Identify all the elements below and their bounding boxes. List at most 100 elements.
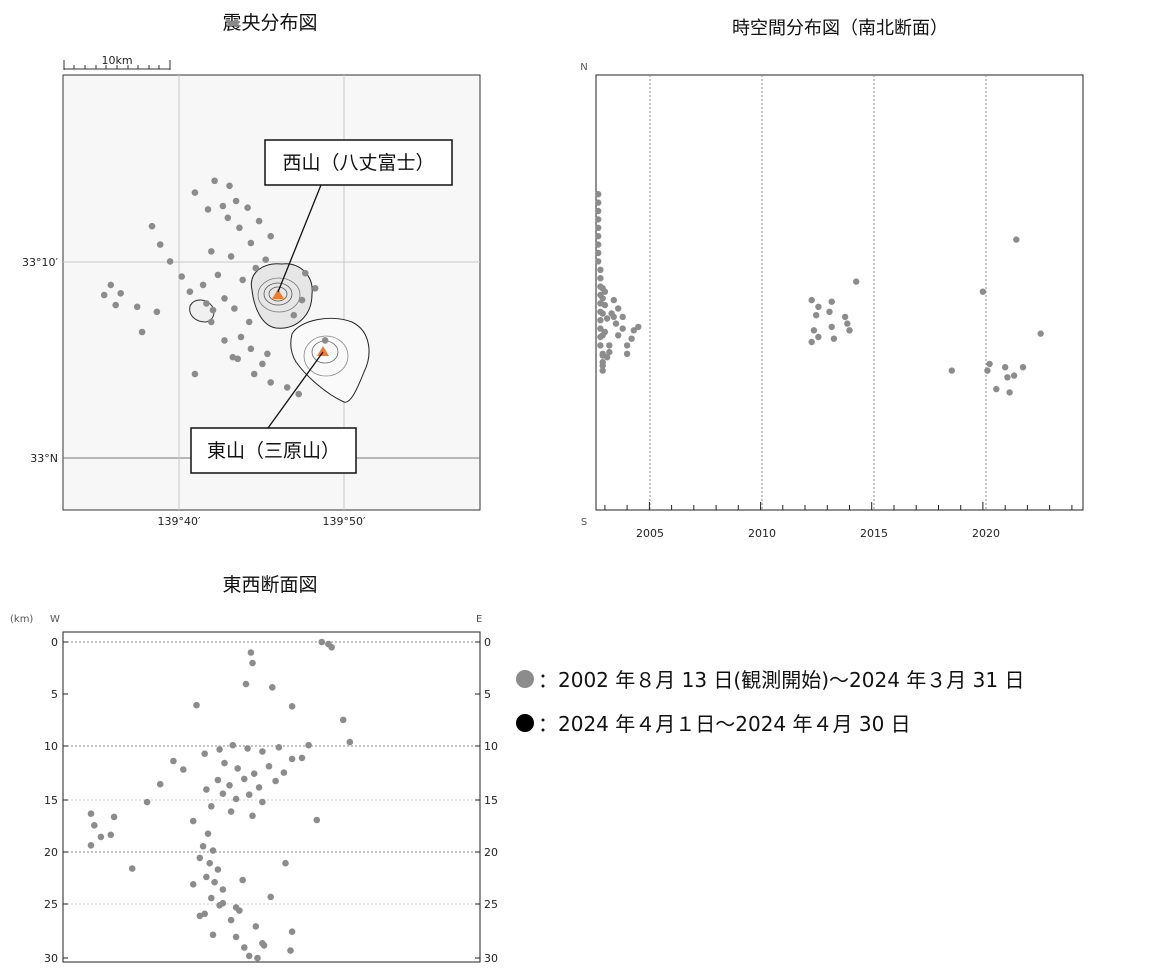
epicenter-point bbox=[239, 276, 246, 284]
lat-tick-33: 33°N bbox=[30, 452, 58, 465]
spacetime-point bbox=[595, 191, 602, 198]
callout-box-west bbox=[264, 139, 453, 186]
hypocenter-point bbox=[232, 933, 240, 941]
depth-tick-left-5: 5 bbox=[51, 688, 58, 701]
spacetime-point bbox=[603, 315, 611, 322]
epicenter-map: 10km 33°10′ 33°N 139°40′ 139°50′ 西山（八丈富士… bbox=[22, 54, 481, 528]
epicenter-point bbox=[290, 311, 298, 319]
spacetime-point bbox=[606, 342, 613, 349]
hypocenter-point bbox=[232, 795, 240, 803]
hypocenter-point bbox=[241, 944, 248, 951]
hypocenter-point bbox=[288, 703, 296, 710]
hypocenter-point bbox=[259, 798, 266, 806]
epicenter-point bbox=[247, 239, 255, 247]
spacetime-point bbox=[808, 338, 815, 346]
spacetime-point bbox=[630, 327, 637, 334]
spacetime-point bbox=[986, 360, 993, 368]
map-epicenter-points bbox=[100, 177, 329, 398]
hypocenter-point bbox=[227, 808, 235, 815]
hypocenter-point bbox=[180, 766, 187, 773]
hypocenter-point bbox=[245, 952, 253, 960]
higashiyama-island-outline bbox=[290, 317, 370, 403]
epicenter-point bbox=[156, 241, 164, 248]
depth-tick-right-25: 25 bbox=[484, 898, 498, 911]
epicenter-point bbox=[298, 296, 306, 304]
legend-gray-label: ：2002 年８月 13 日(観測開始)～2024 年３月 31 日 bbox=[538, 668, 1025, 692]
depth-tick-right-30: 30 bbox=[484, 952, 498, 965]
hypocenter-point bbox=[128, 865, 136, 872]
spacetime-point bbox=[599, 362, 606, 369]
epicenter-point bbox=[255, 217, 263, 225]
hypocenter-point bbox=[232, 904, 240, 911]
hypocenter-point bbox=[196, 854, 204, 862]
spacetime-point bbox=[993, 385, 1000, 393]
spacetime-point bbox=[595, 241, 602, 248]
epicenter-point bbox=[208, 248, 215, 255]
callout-box-east bbox=[190, 427, 357, 474]
east-label: E bbox=[476, 614, 482, 625]
epicenter-point bbox=[186, 288, 194, 296]
epicenter-point bbox=[236, 224, 243, 232]
spacetime-point bbox=[813, 312, 820, 319]
legend-black-label: ：2024 年４月１日～2024 年４月 30 日 bbox=[538, 712, 911, 736]
depth-tick-right-10: 10 bbox=[484, 740, 498, 753]
epicenter-point bbox=[295, 390, 303, 398]
hypocenter-point bbox=[244, 745, 251, 752]
hypocenter-point bbox=[254, 954, 261, 962]
hypocenter-point bbox=[226, 782, 233, 789]
spacetime-point bbox=[810, 327, 818, 334]
spacetime-point bbox=[826, 308, 833, 315]
hypocenter-point bbox=[247, 649, 255, 656]
spacetime-point bbox=[623, 350, 631, 357]
hypocenter-point bbox=[199, 843, 207, 850]
depth-tick-right-0: 0 bbox=[484, 636, 491, 649]
depth-tick-left-20: 20 bbox=[44, 846, 58, 859]
spacetime-point bbox=[601, 288, 609, 295]
hypocenter-point bbox=[245, 791, 253, 798]
hypocenter-point bbox=[339, 716, 347, 724]
hypocenter-point bbox=[305, 741, 312, 749]
spacetime-point bbox=[615, 332, 622, 339]
depth-tick-right-20: 20 bbox=[484, 846, 498, 859]
lon-tick-139-40: 139°40′ bbox=[158, 515, 201, 528]
epicenter-map-title: 震央分布図 bbox=[222, 12, 318, 34]
spacetime-point bbox=[815, 333, 822, 341]
spacetime-point bbox=[830, 335, 838, 342]
legend-gray-row: ：2002 年８月 13 日(観測開始)～2024 年３月 31 日 bbox=[516, 664, 1024, 693]
legend-gray-marker bbox=[516, 669, 534, 688]
depth-tick-left-10: 10 bbox=[44, 740, 58, 753]
hypocenter-point bbox=[239, 876, 246, 884]
spacetime-point bbox=[599, 310, 606, 317]
hypocenter-point bbox=[346, 738, 354, 746]
depth-tick-left-30: 30 bbox=[44, 952, 58, 965]
callout-label-west: 西山（八丈富士） bbox=[282, 152, 434, 174]
epicenter-point bbox=[231, 305, 238, 312]
section-hypocenter-points bbox=[87, 638, 354, 962]
hypocenter-point bbox=[272, 777, 279, 785]
hypocenter-point bbox=[328, 644, 336, 651]
epicenter-point bbox=[199, 281, 207, 289]
hypocenter-point bbox=[211, 878, 218, 886]
hypocenter-point bbox=[209, 847, 217, 854]
scale-bar-label: 10km bbox=[101, 54, 132, 67]
hypocenter-point bbox=[219, 886, 227, 893]
spacetime-point bbox=[595, 249, 602, 257]
hypocenter-point bbox=[249, 659, 256, 667]
spacetime-point bbox=[628, 335, 635, 342]
legend-black-marker bbox=[516, 713, 534, 732]
spacetime-frame bbox=[595, 74, 1084, 511]
hypocenter-point bbox=[252, 923, 260, 930]
epicenter-point bbox=[302, 269, 309, 277]
epicenter-point bbox=[208, 318, 215, 326]
depth-tick-left-0: 0 bbox=[51, 636, 58, 649]
spacetime-point bbox=[599, 367, 606, 374]
spacetime-point bbox=[597, 275, 604, 282]
hypocenter-point bbox=[241, 775, 248, 783]
epicenter-point bbox=[267, 232, 275, 240]
spacetime-point bbox=[828, 298, 835, 305]
depth-tick-left-25: 25 bbox=[44, 898, 58, 911]
epicenter-point bbox=[209, 306, 217, 314]
hypocenter-point bbox=[275, 744, 283, 751]
epicenter-point bbox=[178, 273, 185, 280]
epicenter-point bbox=[153, 308, 161, 316]
